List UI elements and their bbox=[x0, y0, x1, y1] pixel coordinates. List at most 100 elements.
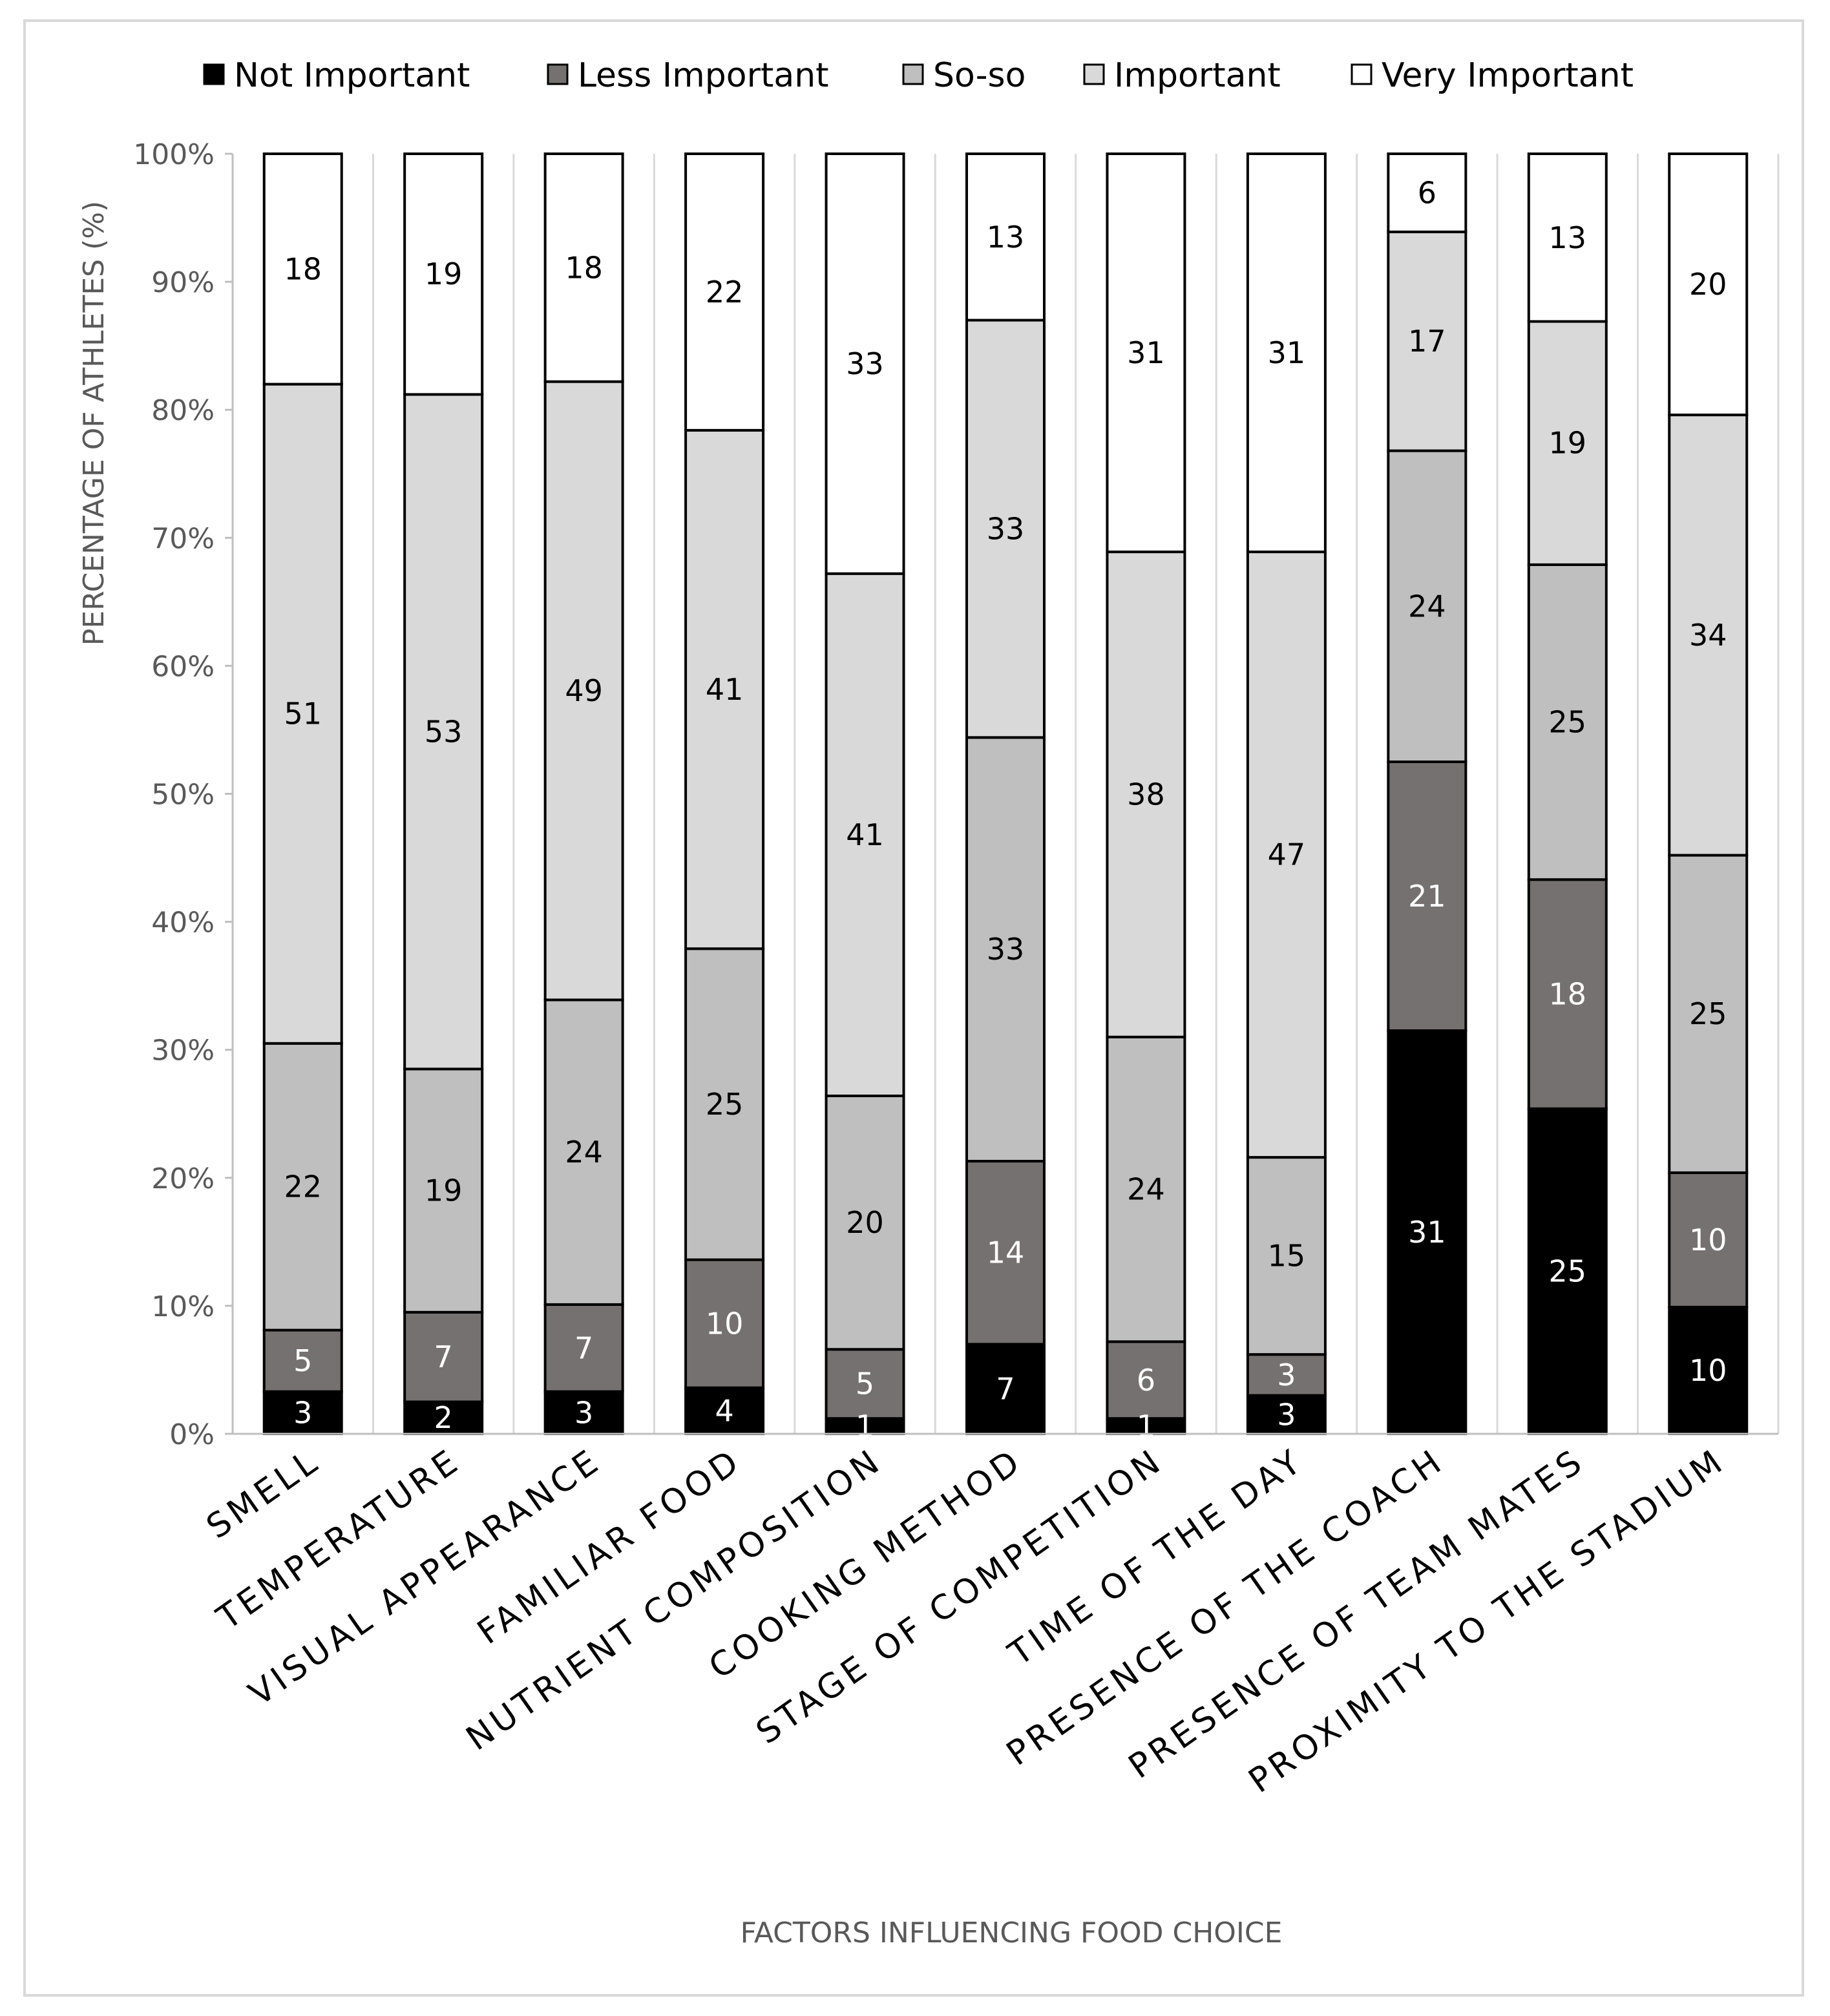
x-axis-title: FACTORS INFLUENCING FOOD CHOICE bbox=[741, 1916, 1283, 1949]
legend-swatch bbox=[1083, 63, 1105, 85]
data-label: 22 bbox=[284, 1170, 322, 1204]
bar-segment bbox=[1106, 1035, 1186, 1343]
data-label: 22 bbox=[706, 275, 744, 310]
bar-segment bbox=[684, 1258, 765, 1389]
bar-segment bbox=[543, 380, 624, 1002]
bar-segment bbox=[684, 947, 765, 1261]
bar-segment bbox=[1387, 152, 1467, 233]
bar-segment bbox=[965, 319, 1046, 739]
data-label: 33 bbox=[987, 511, 1025, 546]
data-label: 7 bbox=[996, 1372, 1015, 1407]
data-label: 24 bbox=[1408, 589, 1446, 624]
bar-segment bbox=[1527, 563, 1608, 881]
data-label: 5 bbox=[293, 1343, 312, 1378]
bars bbox=[262, 152, 1749, 1436]
data-label: 2 bbox=[434, 1400, 453, 1435]
bar-segment bbox=[825, 572, 905, 1098]
y-tick-label: 60% bbox=[151, 650, 215, 683]
bar-segment bbox=[543, 152, 624, 383]
bar-segment bbox=[965, 736, 1046, 1163]
data-label: 18 bbox=[284, 251, 322, 286]
bar-segment bbox=[684, 1386, 765, 1436]
data-label: 10 bbox=[1689, 1353, 1727, 1388]
data-label: 20 bbox=[1689, 267, 1727, 302]
y-tick-label: 0% bbox=[169, 1418, 215, 1451]
bar-segment bbox=[965, 152, 1046, 322]
data-label: 19 bbox=[425, 257, 463, 291]
data-label: 34 bbox=[1689, 618, 1727, 653]
data-label: 31 bbox=[1408, 1215, 1446, 1250]
bar-segment bbox=[825, 152, 905, 575]
bar-segment bbox=[543, 998, 624, 1306]
bar-segment bbox=[1106, 1340, 1186, 1420]
y-tick-label: 40% bbox=[151, 907, 215, 940]
data-label: 24 bbox=[565, 1135, 603, 1170]
bar-segment bbox=[684, 152, 765, 432]
data-labels: 3522511827195319372449184102541221520413… bbox=[284, 175, 1727, 1444]
y-tick-label: 30% bbox=[151, 1034, 215, 1067]
x-tick-label: SMELL bbox=[200, 1441, 327, 1546]
data-label: 3 bbox=[574, 1395, 593, 1430]
legend-swatch bbox=[902, 63, 924, 85]
bar-segment bbox=[1668, 1171, 1749, 1308]
data-label: 3 bbox=[1277, 1397, 1296, 1432]
data-label: 4 bbox=[715, 1393, 733, 1428]
data-label: 6 bbox=[1137, 1363, 1155, 1398]
bar-segment bbox=[1668, 854, 1749, 1174]
y-tick-label: 90% bbox=[151, 266, 215, 299]
data-label: 33 bbox=[846, 346, 884, 381]
legend-entry: Very Important bbox=[1382, 56, 1634, 95]
bar-segment bbox=[403, 393, 484, 1071]
data-label: 3 bbox=[1277, 1358, 1296, 1392]
data-label: 18 bbox=[1549, 977, 1587, 1012]
data-label: 33 bbox=[987, 932, 1025, 967]
y-axis-title: PERCENTAGE OF ATHLETES (%) bbox=[78, 201, 110, 646]
legend-swatch bbox=[547, 63, 569, 85]
bar-segment bbox=[1527, 152, 1608, 323]
x-tick-label: TEMPERATURE bbox=[210, 1442, 468, 1638]
legend-swatch bbox=[203, 63, 225, 85]
data-label: 41 bbox=[706, 672, 744, 707]
data-label: 20 bbox=[846, 1205, 884, 1240]
bar-segment bbox=[1527, 320, 1608, 566]
data-label: 10 bbox=[706, 1307, 744, 1341]
data-label: 25 bbox=[1689, 996, 1727, 1031]
data-label: 51 bbox=[284, 697, 322, 731]
y-tick-label: 80% bbox=[151, 394, 215, 427]
data-label: 6 bbox=[1418, 175, 1436, 210]
data-label: 7 bbox=[434, 1339, 453, 1374]
data-label: 14 bbox=[987, 1235, 1025, 1270]
data-label: 13 bbox=[1549, 220, 1587, 255]
bar-segment bbox=[1387, 230, 1467, 452]
data-label: 49 bbox=[565, 673, 603, 708]
data-label: 13 bbox=[987, 220, 1025, 255]
data-label: 5 bbox=[856, 1367, 874, 1402]
bar-segment bbox=[1246, 152, 1327, 554]
data-label: 25 bbox=[1549, 1254, 1587, 1288]
bar-segment bbox=[262, 152, 343, 386]
legend-entry: Less Important bbox=[578, 56, 829, 95]
bar-segment bbox=[1668, 152, 1749, 417]
data-label: 47 bbox=[1268, 837, 1306, 872]
bar-segment bbox=[543, 1303, 624, 1393]
data-label: 31 bbox=[1268, 335, 1306, 370]
data-label: 17 bbox=[1408, 324, 1446, 359]
y-tick-label: 100% bbox=[133, 138, 215, 171]
y-tick-label: 10% bbox=[151, 1290, 215, 1323]
y-tick-label: 20% bbox=[151, 1162, 215, 1195]
data-label: 1 bbox=[856, 1409, 874, 1444]
legend: Not Important Less Important So-so Importan… bbox=[203, 56, 1634, 95]
data-label: 18 bbox=[565, 250, 603, 285]
data-label: 3 bbox=[293, 1395, 312, 1430]
data-label: 1 bbox=[1137, 1409, 1155, 1444]
y-tick-label: 70% bbox=[151, 522, 215, 555]
data-label: 25 bbox=[1549, 705, 1587, 740]
bar-segment bbox=[1668, 414, 1749, 857]
y-tick-label: 50% bbox=[151, 779, 215, 812]
data-label: 19 bbox=[1549, 426, 1587, 461]
bar-segment bbox=[1246, 1353, 1327, 1397]
legend-entry: So-so bbox=[933, 56, 1025, 95]
data-label: 38 bbox=[1127, 777, 1165, 812]
data-label: 41 bbox=[846, 817, 884, 852]
